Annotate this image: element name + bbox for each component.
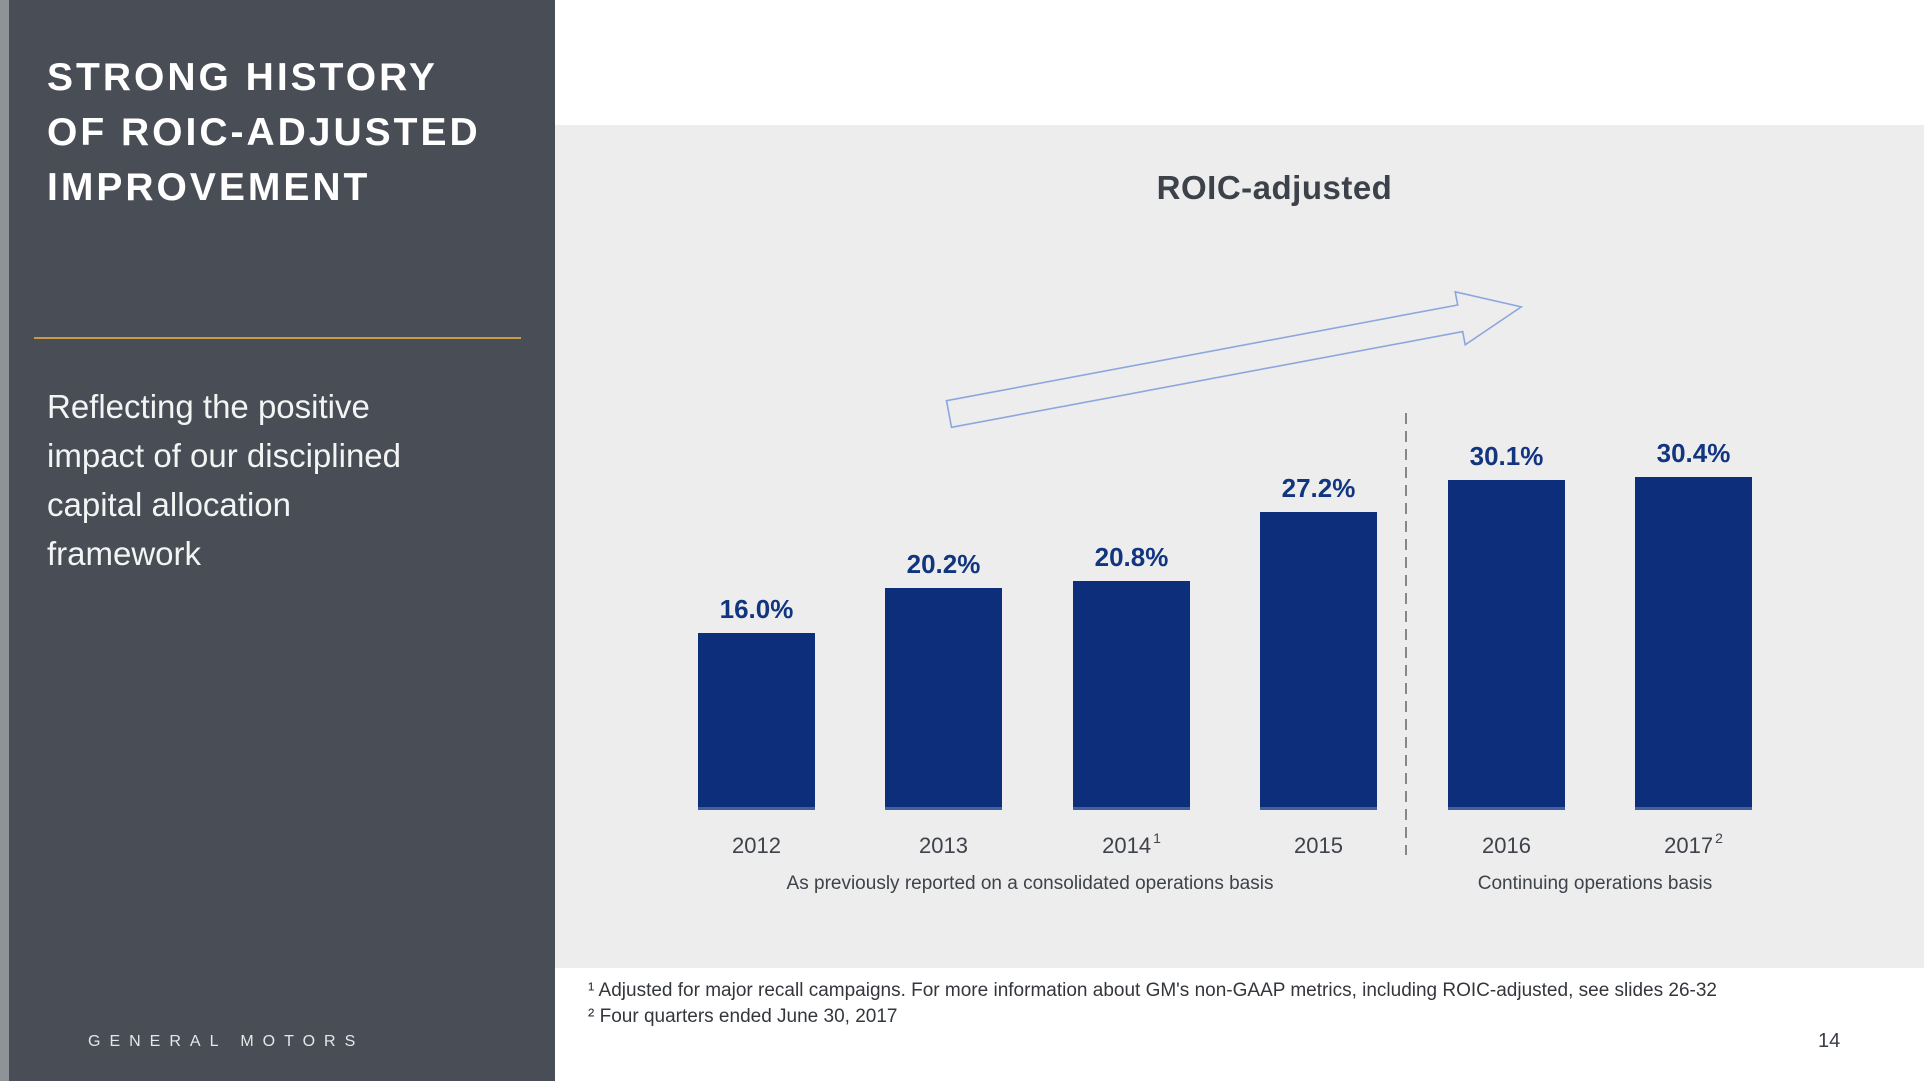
slide-title: STRONG HISTORY OF ROIC-ADJUSTED IMPROVEM… [47,50,527,215]
bar-group-2013: 20.2% [885,549,1002,810]
bar-value-label: 27.2% [1281,473,1356,503]
slide-title-line-2: OF ROIC-ADJUSTED [47,111,481,154]
bar [1260,512,1377,810]
accent-divider [34,337,521,339]
bar-value-label: 16.0% [719,594,794,624]
brand-wordmark: GENERAL MOTORS [88,1033,365,1050]
slide-subtitle-line-1: Reflecting the positive [47,388,370,425]
slide-title-line-3: IMPROVEMENT [47,166,371,209]
bar [885,588,1002,810]
bar-group-2017: 30.4% [1635,438,1752,810]
footnote-marker: 2 [1715,830,1723,846]
footnotes: ¹ Adjusted for major recall campaigns. F… [588,978,1717,1030]
trend-arrow-icon [945,290,1524,429]
bar [1448,480,1565,810]
bar-value-label: 30.4% [1656,438,1731,468]
chart-title: ROIC-adjusted [1156,169,1393,206]
bar [1635,477,1752,810]
chart-panel: ROIC-adjusted 16.0% 2012 20.2% 2013 20.8% 201… [555,125,1924,968]
bar-chart: 16.0% 2012 20.2% 2013 20.8% 2014 1 27.2% 2015 30.… [555,125,1924,968]
bar [1073,581,1190,810]
bar-value-label: 30.1% [1469,441,1544,471]
x-axis-label-2015: 2015 [1294,833,1343,858]
dashed-divider [1405,413,1407,855]
group-caption-consolidated: As previously reported on a consolidated… [786,873,1274,894]
bar-value-label: 20.2% [906,549,981,579]
slide-subtitle-line-2: impact of our disciplined [47,437,402,474]
page-number: 14 [1818,1030,1841,1052]
bar-value-label: 20.8% [1094,542,1169,572]
slide-subtitle-line-3: capital allocation [47,486,291,523]
footnote-1: ¹ Adjusted for major recall campaigns. F… [588,980,1717,1001]
sidebar: STRONG HISTORY OF ROIC-ADJUSTED IMPROVEM… [0,0,555,1081]
x-axis-label-2017: 2017 2 [1664,830,1723,858]
slide-left-edge [0,0,9,1081]
slide-subtitle: Reflecting the positive impact of our di… [47,382,517,578]
bar-group-2012: 16.0% [698,594,815,810]
x-axis-label-2013: 2013 [919,833,968,858]
bar [698,633,815,810]
slide-title-line-1: STRONG HISTORY [47,56,438,99]
group-caption-continuing: Continuing operations basis [1477,873,1713,894]
x-axis-label-2016: 2016 [1482,833,1531,858]
footnote-marker: 1 [1153,830,1161,846]
x-axis-label-2012: 2012 [732,833,781,858]
bar-group-2015: 27.2% [1260,473,1377,810]
footnote-2: ² Four quarters ended June 30, 2017 [588,1006,898,1027]
x-axis-label-2014: 2014 1 [1102,830,1161,858]
bar-group-2014: 20.8% [1073,542,1190,810]
slide-subtitle-line-4: framework [47,535,202,572]
bar-group-2016: 30.1% [1448,441,1565,810]
